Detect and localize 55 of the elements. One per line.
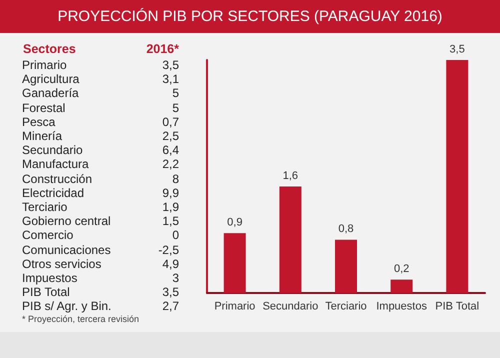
- bar: [335, 240, 357, 293]
- category-label: Primario: [22, 58, 68, 72]
- x-tick-label: PIB Total: [435, 300, 480, 312]
- bar: [279, 186, 302, 293]
- category-label: Comunicaciones: [22, 242, 112, 257]
- data-label: 1,5: [161, 214, 180, 228]
- text: PROYECCIÓN PIB POR SECTORES (PARAGUAY 2016): [0, 0, 500, 33]
- category-label: Gobierno central: [22, 214, 112, 228]
- data-label: 1,6: [282, 170, 298, 182]
- category-label: Agricultura: [22, 72, 80, 86]
- category-label: Pesca: [22, 114, 56, 130]
- category-label: Otros servicios: [22, 256, 102, 272]
- data-label: 0,8: [338, 223, 354, 236]
- category-label: Electricidad: [22, 186, 86, 200]
- data-label: 6,4: [161, 143, 180, 158]
- text: Sectores: [22, 41, 77, 58]
- x-tick-label: Primario: [214, 300, 256, 312]
- data-label: 3,1: [161, 72, 180, 86]
- data-label: 9,9: [161, 186, 180, 200]
- category-label: Secundario: [22, 143, 84, 158]
- category-label: Minería: [22, 129, 64, 144]
- data-label: 8: [171, 172, 180, 186]
- category-label: Manufactura: [22, 157, 90, 172]
- text: * Proyección, tercera revisión: [22, 314, 140, 324]
- category-label: Impuestos: [22, 271, 78, 286]
- x-tick-label: Impuestos: [376, 300, 428, 312]
- data-label: 2,2: [161, 157, 180, 172]
- data-label: 4,9: [161, 256, 180, 272]
- data-label: 0,7: [161, 114, 180, 130]
- data-label: 1,9: [161, 200, 180, 214]
- category-label: PIB Total: [22, 285, 71, 300]
- data-label: 2,7: [161, 299, 180, 314]
- x-tick-label: Secundario: [262, 300, 318, 312]
- data-label: 3,5: [450, 44, 465, 56]
- data-label: -2,5: [157, 242, 180, 257]
- category-label: Terciario: [22, 200, 68, 214]
- bar: [224, 233, 246, 293]
- data-label: 3: [171, 271, 180, 286]
- data-label: 0: [171, 228, 180, 243]
- data-label: 2,5: [161, 129, 180, 144]
- category-label: Ganadería: [22, 86, 80, 101]
- bar: [446, 60, 468, 293]
- category-label: Construcción: [22, 172, 94, 186]
- data-label: 0,9: [227, 216, 242, 229]
- bar: [390, 280, 413, 293]
- data-label: 5: [171, 86, 180, 101]
- category-label: PIB s/ Agr. y Bin.: [22, 299, 112, 314]
- data-label: 3,5: [161, 285, 180, 300]
- data-label: 0,2: [394, 263, 410, 276]
- data-label: 3,5: [161, 58, 180, 72]
- x-tick-label: Terciario: [325, 300, 367, 312]
- text: 2016*: [145, 41, 180, 58]
- category-label: Forestal: [22, 100, 66, 115]
- data-label: 5: [171, 100, 180, 115]
- category-label: Comercio: [22, 228, 74, 243]
